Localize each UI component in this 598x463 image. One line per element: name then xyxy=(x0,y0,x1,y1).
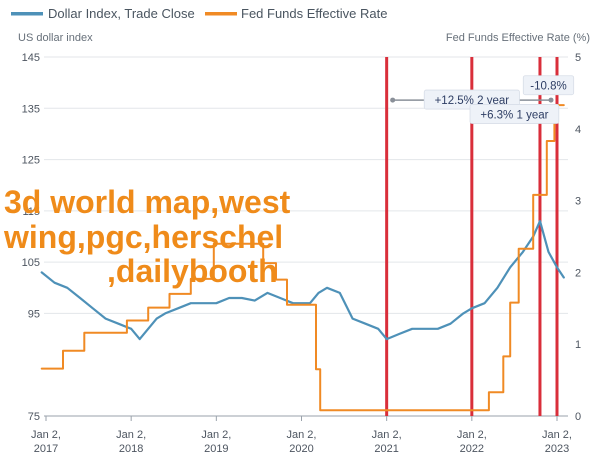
y-right-tick-label: 0 xyxy=(575,411,581,423)
x-tick-label-bottom: 2020 xyxy=(289,443,313,455)
annotations: +12.5% 2 year+6.3% 1 year-10.8% xyxy=(390,75,575,124)
series xyxy=(40,104,565,412)
y-right-tick-label: 5 xyxy=(575,52,581,64)
annotation-endpoint xyxy=(548,97,554,103)
overlay-text-line-2: wing,pgc,herschel xyxy=(3,219,283,255)
x-tick-label-bottom: 2017 xyxy=(34,443,58,455)
annotation-box xyxy=(469,104,560,124)
annotation-label: +6.3% 1 year xyxy=(480,109,548,121)
x-tick-label-top: Jan 2, xyxy=(457,429,487,441)
x-tick-label-top: Jan 2, xyxy=(372,429,402,441)
legend[interactable]: Dollar Index, Trade Close Fed Funds Effe… xyxy=(11,6,387,21)
x-tick-label-bottom: 2022 xyxy=(460,443,484,455)
overlay-text-line-3: ,dailybooth xyxy=(107,253,278,289)
y-axis-right-title: Fed Funds Effective Rate (%) xyxy=(446,32,590,44)
legend-swatch-fed-funds xyxy=(205,12,237,16)
x-tick-label-bottom: 2019 xyxy=(204,443,228,455)
legend-label-fed-funds[interactable]: Fed Funds Effective Rate xyxy=(241,6,387,21)
y-left-tick-label: 145 xyxy=(22,52,40,64)
y-left-tick-label: 105 xyxy=(22,257,40,269)
y-right-tick-label: 4 xyxy=(575,124,581,136)
y-left-tick-label: 125 xyxy=(22,155,40,167)
annotation-box xyxy=(522,75,575,96)
y-right-tick-label: 1 xyxy=(575,339,581,351)
y-left-tick-label: 95 xyxy=(28,308,40,320)
y-axis-left-title: US dollar index xyxy=(18,32,93,44)
x-tick-label-top: Jan 2, xyxy=(116,429,146,441)
series-line-fed-funds xyxy=(40,104,565,412)
x-tick-label-bottom: 2021 xyxy=(374,443,398,455)
y-right-tick-label: 2 xyxy=(575,267,581,279)
y-left-tick-label: 135 xyxy=(22,103,40,115)
legend-swatch-dollar-index xyxy=(11,12,43,16)
x-tick-label-top: Jan 2, xyxy=(31,429,61,441)
x-tick-label-bottom: 2023 xyxy=(545,443,569,455)
x-tick-label-top: Jan 2, xyxy=(287,429,317,441)
y-left-tick-label: 75 xyxy=(28,411,40,423)
annotation-label: -10.8% xyxy=(530,81,566,93)
annotation-endpoint xyxy=(390,97,396,103)
y-right-tick-label: 3 xyxy=(575,196,581,208)
legend-label-dollar-index[interactable]: Dollar Index, Trade Close xyxy=(48,6,195,21)
y-left-tick-label: 115 xyxy=(22,206,40,218)
overlay-text-line-1: 3d world map,west xyxy=(4,184,291,220)
x-tick-label-bottom: 2018 xyxy=(119,443,143,455)
x-tick-label-top: Jan 2, xyxy=(542,429,572,441)
x-tick-label-top: Jan 2, xyxy=(201,429,231,441)
series-line-dollar-index xyxy=(40,220,565,341)
